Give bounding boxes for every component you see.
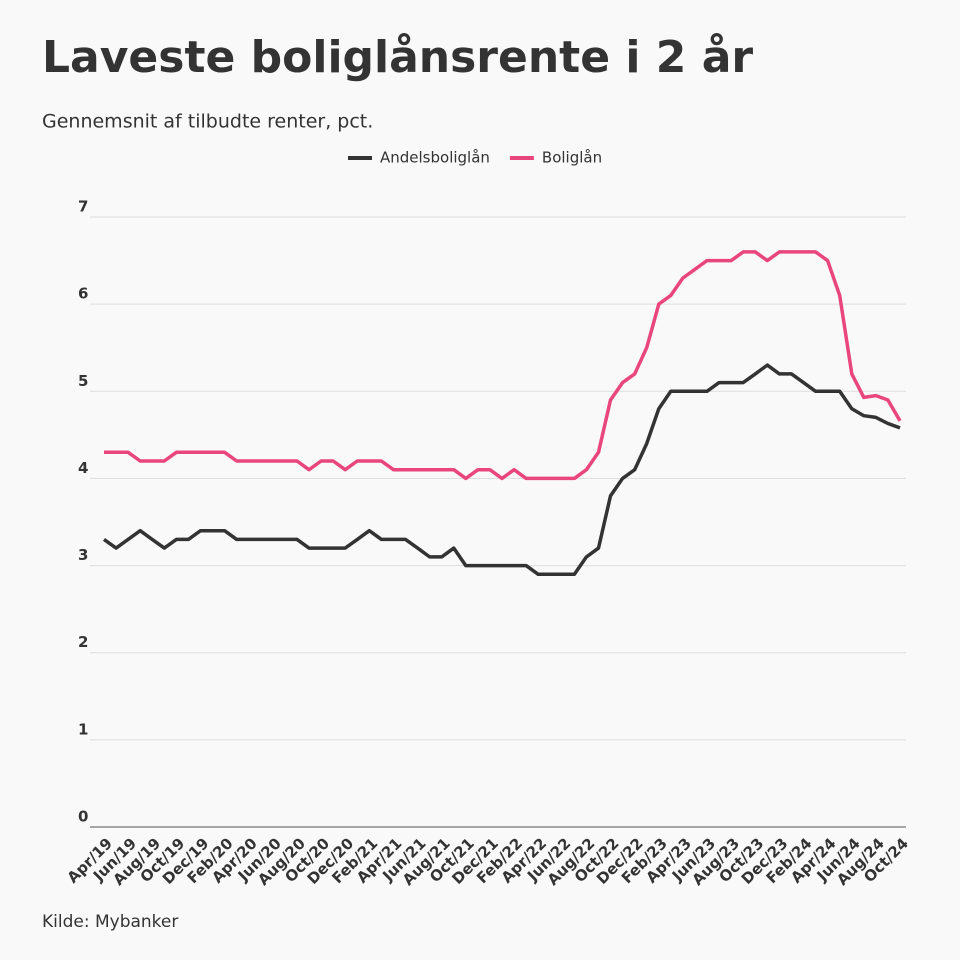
chart-title: Laveste boliglånsrente i 2 år	[42, 32, 753, 83]
y-tick-label: 6	[78, 285, 88, 303]
line-series	[102, 363, 901, 577]
legend-label: Boliglån	[542, 149, 602, 167]
y-tick-label: 5	[78, 372, 88, 390]
chart-subtitle: Gennemsnit af tilbudte renter, pct.	[42, 111, 373, 133]
y-tick-label: 2	[78, 633, 88, 651]
line-series	[104, 250, 902, 481]
y-tick-label: 3	[78, 546, 88, 564]
y-tick-label: 4	[78, 459, 88, 477]
legend-label: Andelsboliglån	[380, 149, 490, 167]
source: Kilde: Mybanker	[42, 912, 178, 932]
y-tick-label: 1	[78, 720, 88, 738]
y-tick-label: 0	[78, 808, 88, 826]
y-tick-label: 7	[78, 198, 88, 216]
